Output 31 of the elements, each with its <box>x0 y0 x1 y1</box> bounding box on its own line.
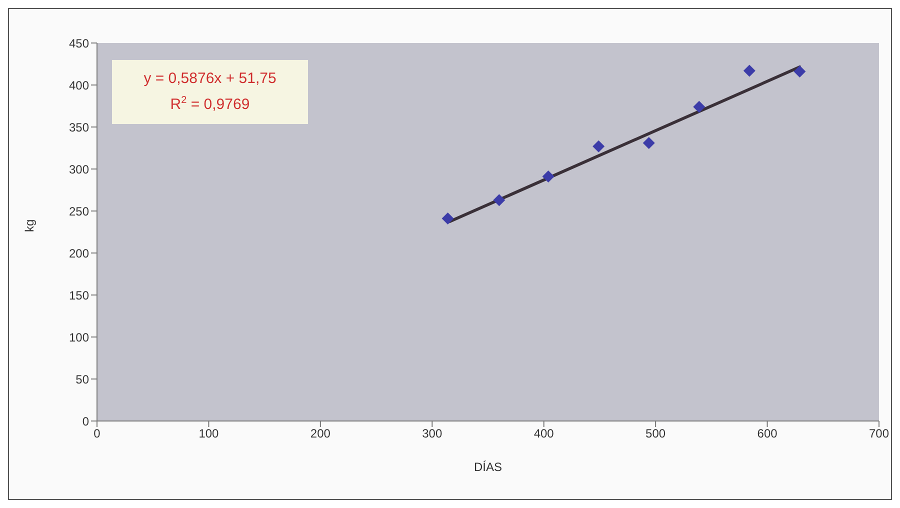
point <box>642 136 655 149</box>
y-tick-label: 0 <box>82 414 90 428</box>
point <box>442 212 454 225</box>
y-tick-label: 200 <box>68 246 90 260</box>
point <box>743 64 756 77</box>
x-tick-label: 400 <box>534 426 554 441</box>
y-tick-label: 100 <box>68 330 90 344</box>
point <box>693 100 706 113</box>
note-box: y = 0,5876x + 51,75 R$^{2}$ = 0,9769 <box>112 60 308 124</box>
y-tick-label: 50 <box>76 372 90 386</box>
x-tick-label: 500 <box>646 426 666 441</box>
y-axis-title: kg <box>22 219 36 232</box>
point <box>794 66 806 78</box>
annotation: R$^{2}$ = 0,9769 <box>170 95 250 113</box>
x-axis-title: DÍAS <box>474 460 502 474</box>
y-tick-label: 350 <box>68 120 90 134</box>
x-tick-label: 0 <box>94 426 101 441</box>
point <box>592 140 605 152</box>
x-tick-label: 200 <box>310 426 331 441</box>
annotation: y = 0,5876x + 51,75 <box>144 70 276 87</box>
x-tick-label: 300 <box>422 426 442 441</box>
point <box>542 170 554 183</box>
y-tick-label: 400 <box>68 78 90 92</box>
y-tick-label: 250 <box>68 204 90 218</box>
point <box>493 194 506 206</box>
x-tick-label: 600 <box>757 426 778 441</box>
x-tick-label: 700 <box>868 426 890 441</box>
y-tick-label: 150 <box>68 288 90 302</box>
y-tick-label: 450 <box>68 36 90 50</box>
y-tick-label: 300 <box>68 162 90 176</box>
x-tick-label: 100 <box>198 426 220 441</box>
